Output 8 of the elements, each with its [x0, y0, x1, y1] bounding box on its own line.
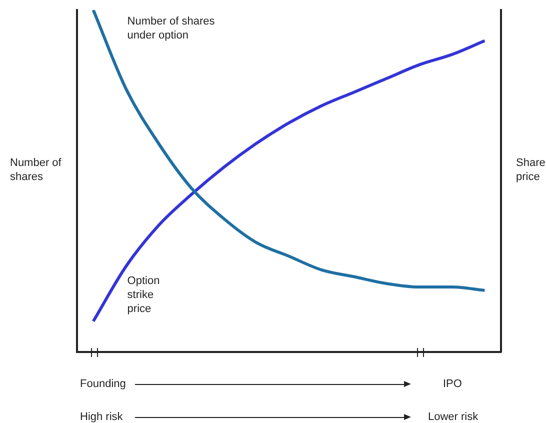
text: Lower risk: [428, 410, 478, 423]
y-axis-title: Number of shares: [10, 156, 62, 184]
text: IPO: [443, 377, 462, 391]
text: Founding: [80, 377, 126, 391]
series-label: Option strike price: [127, 274, 160, 315]
y2-axis-title: Share price: [516, 156, 546, 184]
series-label: Number of shares under option: [127, 16, 216, 42]
text: High risk: [80, 410, 123, 423]
